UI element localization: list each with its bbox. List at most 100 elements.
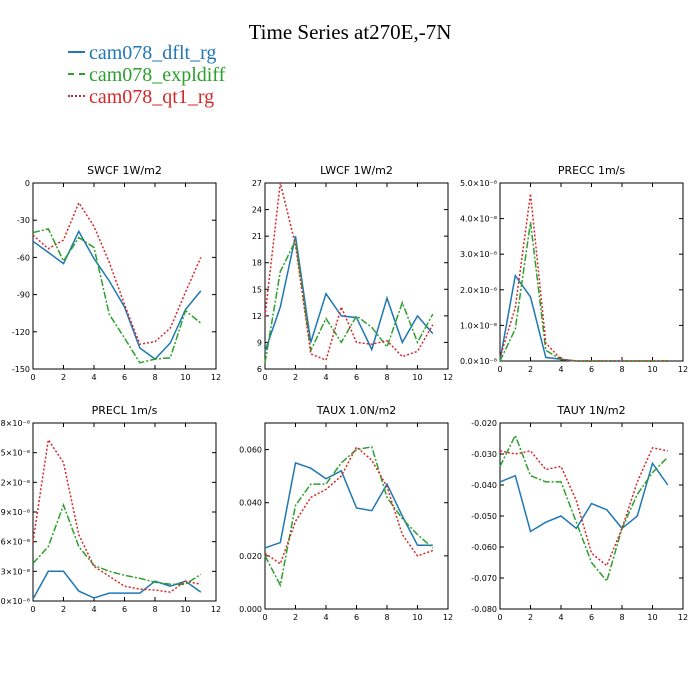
x-tick-label: 4 bbox=[91, 605, 96, 614]
panel-title: LWCF 1W/m2 bbox=[320, 164, 393, 177]
series-line-cam078-expldiff bbox=[32, 228, 202, 364]
x-tick-label: 10 bbox=[180, 605, 190, 614]
panel-taux: TAUX 1.0N/m2 0 2 4 6 8 10 12 0.000 0.020 0.040 0.06… bbox=[239, 404, 453, 622]
x-tick-label: 0 bbox=[497, 365, 502, 374]
legend-line-icon bbox=[68, 51, 85, 54]
y-tick-label: 12 bbox=[252, 312, 262, 321]
x-tick-label: 0 bbox=[30, 373, 35, 382]
x-tick-label: 12 bbox=[678, 613, 688, 622]
y-tick-label: 0.9×10⁻⁸ bbox=[0, 508, 30, 517]
y-tick-label: 0.040 bbox=[239, 499, 262, 508]
x-tick-label: 2 bbox=[61, 605, 66, 614]
y-tick-label: 0.6×10⁻⁸ bbox=[0, 538, 30, 547]
y-tick-label: -30 bbox=[17, 216, 30, 225]
y-tick-label: -0.080 bbox=[471, 605, 497, 614]
y-tick-label: 0.0×10⁻⁸ bbox=[0, 597, 30, 606]
x-tick-label: 6 bbox=[589, 613, 594, 622]
series-line-cam078-expldiff bbox=[264, 446, 434, 588]
panel-precl: PRECL 1m/s 0 2 4 6 8 10 12 0.0×10⁻⁸ 0.3×10⁻⁸ 0.6×1… bbox=[0, 404, 221, 614]
plot-frame bbox=[264, 422, 449, 610]
y-tick-label: -150 bbox=[12, 365, 30, 374]
figure-title: Time Series at270E,-7N bbox=[248, 20, 452, 44]
panel-title: TAUY 1N/m2 bbox=[556, 404, 625, 417]
y-tick-label: 18 bbox=[252, 259, 262, 268]
panel-title: SWCF 1W/m2 bbox=[87, 164, 162, 177]
y-tick-label: 0 bbox=[25, 179, 30, 188]
y-tick-label: 1.0×10⁻⁸ bbox=[460, 321, 497, 330]
x-tick-label: 12 bbox=[443, 373, 453, 382]
series-line-cam078-expldiff bbox=[499, 222, 668, 362]
y-tick-label: -0.050 bbox=[471, 512, 497, 521]
panel-precc: PRECC 1m/s 0 2 4 6 8 10 12 0.0×10⁻⁸ 1.0×10⁻⁸ 2.0×1… bbox=[460, 164, 688, 374]
legend-entry-expldiff: cam078_expldiff bbox=[68, 64, 225, 86]
y-tick-label: 1.2×10⁻⁸ bbox=[0, 478, 30, 487]
legend-label: cam078_expldiff bbox=[89, 64, 226, 86]
x-tick-label: 8 bbox=[384, 613, 389, 622]
y-tick-label: 4.0×10⁻⁸ bbox=[460, 215, 497, 224]
series-line-cam078-expldiff bbox=[264, 238, 434, 363]
x-tick-label: 12 bbox=[211, 373, 221, 382]
x-tick-label: 4 bbox=[91, 373, 96, 382]
series-line-cam078-qt1-rg bbox=[32, 201, 202, 346]
y-tick-label: -0.040 bbox=[471, 481, 497, 490]
y-tick-label: 24 bbox=[252, 206, 262, 215]
panel-swcf: SWCF 1W/m2 0 2 4 6 8 10 12 -150 -120 -90 -60 -30 0 bbox=[12, 164, 221, 382]
series-line-cam078-dflt-rg bbox=[32, 570, 202, 600]
legend-label: cam078_qt1_rg bbox=[89, 86, 215, 108]
x-tick-label: 6 bbox=[354, 613, 359, 622]
x-tick-label: 0 bbox=[262, 613, 267, 622]
x-tick-label: 2 bbox=[528, 365, 533, 374]
x-tick-label: 10 bbox=[647, 613, 657, 622]
x-tick-label: 0 bbox=[497, 613, 502, 622]
y-tick-label: 0.0×10⁻⁸ bbox=[460, 357, 497, 366]
x-tick-label: 2 bbox=[293, 613, 298, 622]
series-line-cam078-dflt-rg bbox=[499, 273, 668, 362]
x-tick-label: 6 bbox=[354, 373, 359, 382]
y-tick-label: 0.020 bbox=[239, 552, 262, 561]
x-tick-label: 4 bbox=[558, 613, 563, 622]
plot-frame bbox=[32, 182, 217, 370]
plot-frame bbox=[499, 182, 684, 362]
legend-line-icon bbox=[68, 73, 85, 76]
plot-frame bbox=[32, 422, 217, 602]
y-tick-label: -90 bbox=[17, 291, 30, 300]
x-tick-label: 12 bbox=[211, 605, 221, 614]
y-tick-label: 1.5×10⁻⁸ bbox=[0, 449, 30, 458]
x-tick-label: 4 bbox=[558, 365, 563, 374]
y-tick-label: -0.070 bbox=[471, 574, 497, 583]
x-tick-label: 12 bbox=[678, 365, 688, 374]
series-line-cam078-expldiff bbox=[499, 433, 669, 583]
panel-title: PRECL 1m/s bbox=[92, 404, 158, 417]
x-tick-label: 6 bbox=[589, 365, 594, 374]
x-tick-label: 0 bbox=[262, 373, 267, 382]
x-tick-label: 8 bbox=[619, 365, 624, 374]
series-line-cam078-qt1-rg bbox=[499, 446, 668, 567]
y-tick-label: 9 bbox=[257, 338, 262, 347]
series-line-cam078-qt1-rg bbox=[264, 445, 434, 565]
x-tick-label: 2 bbox=[61, 373, 66, 382]
x-tick-label: 6 bbox=[122, 373, 127, 382]
y-tick-label: 5.0×10⁻⁸ bbox=[460, 179, 497, 188]
x-tick-label: 6 bbox=[122, 605, 127, 614]
x-tick-label: 10 bbox=[180, 373, 190, 382]
x-tick-label: 0 bbox=[30, 605, 35, 614]
legend-entry-dflt: cam078_dflt_rg bbox=[68, 42, 216, 64]
y-tick-label: 0.060 bbox=[239, 446, 262, 455]
y-tick-label: 2.0×10⁻⁸ bbox=[460, 286, 497, 295]
x-tick-label: 12 bbox=[443, 613, 453, 622]
series-line-cam078-dflt-rg bbox=[264, 235, 434, 352]
x-tick-label: 2 bbox=[293, 373, 298, 382]
series-line-cam078-qt1-rg bbox=[264, 182, 434, 362]
x-tick-label: 8 bbox=[152, 373, 157, 382]
legend-line-icon bbox=[68, 95, 85, 98]
y-tick-label: 0.3×10⁻⁸ bbox=[0, 567, 30, 576]
y-tick-label: 0.000 bbox=[239, 605, 262, 614]
legend-label: cam078_dflt_rg bbox=[89, 42, 217, 64]
y-tick-label: 6 bbox=[257, 365, 262, 374]
panel-tauy: TAUY 1N/m2 0 2 4 6 8 10 12 -0.080 -0.070 -0.060 -0.… bbox=[471, 404, 688, 622]
series-line-cam078-dflt-rg bbox=[499, 461, 669, 533]
x-tick-label: 8 bbox=[619, 613, 624, 622]
y-tick-label: 3.0×10⁻⁸ bbox=[460, 250, 497, 259]
